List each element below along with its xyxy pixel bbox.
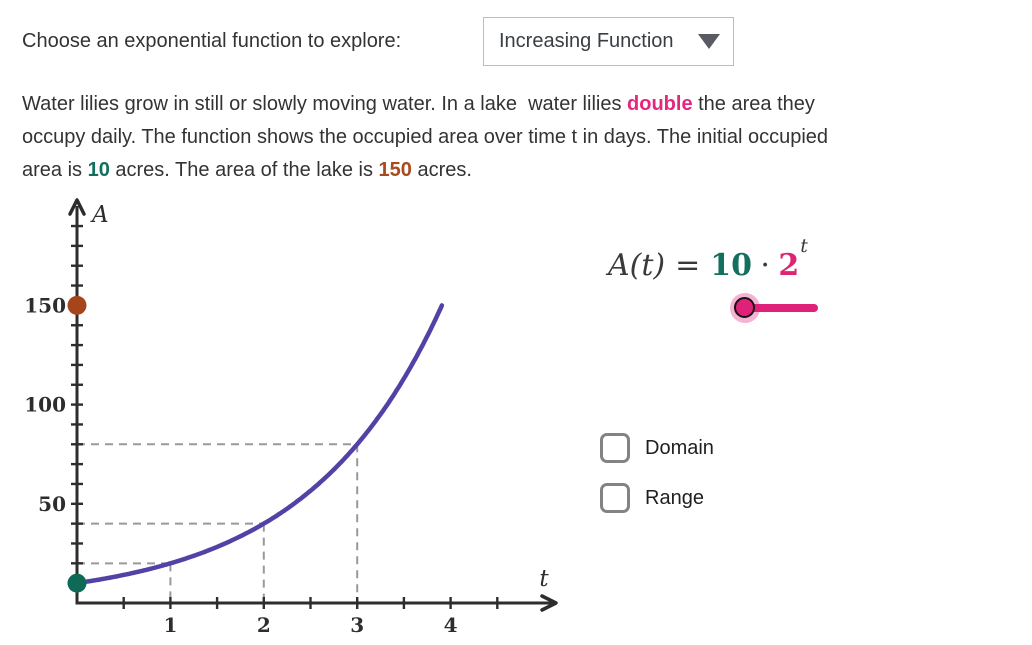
dropdown-prompt: Choose an exponential function to explor… [22, 30, 402, 52]
formula-base: 2 [778, 248, 800, 283]
domain-checkbox-label[interactable]: Domain [645, 436, 714, 459]
initial-area-point[interactable] [67, 573, 87, 593]
formula-exponent: t [800, 235, 808, 257]
formula-lhs: A(t) [608, 248, 666, 283]
x-tick-label: 1 [163, 613, 177, 637]
description-text: Water lilies grow in still or slowly mov… [22, 93, 628, 115]
highlight-lake-area: 150 [378, 159, 412, 181]
range-checkbox[interactable] [600, 483, 630, 513]
formula-coefficient: 10 [710, 248, 753, 283]
caret-down-icon [698, 34, 720, 49]
description-text: acres. [411, 159, 472, 181]
x-tick-label: 3 [350, 613, 364, 637]
x-tick-label: 4 [444, 613, 458, 637]
y-axis-label: A [90, 202, 109, 228]
dropdown-value: Increasing Function [499, 30, 674, 52]
slider-track[interactable] [746, 304, 818, 312]
exponential-curve[interactable] [74, 303, 445, 586]
description-text: acres. The area of the lake is [109, 159, 379, 181]
lake-area-point[interactable] [67, 295, 87, 315]
y-tick-label: 100 [24, 393, 66, 417]
domain-checkbox-row: Domain [600, 433, 714, 463]
highlight-initial-area: 10 [87, 159, 110, 181]
domain-checkbox[interactable] [600, 433, 630, 463]
x-axis-arrow-icon [540, 594, 558, 612]
function-graph[interactable]: 50 100 150 1 2 3 4 At [0, 192, 580, 645]
x-tick-label: 2 [257, 613, 271, 637]
x-axis-label: t [539, 566, 549, 592]
y-axis-arrow-icon [68, 198, 86, 216]
y-tick-label: 150 [24, 293, 66, 317]
highlight-double: double [627, 93, 693, 115]
formula-dot: ⋅ [760, 248, 771, 283]
y-tick-label: 50 [38, 492, 66, 516]
description-text: the area they occupy daily. The function… [22, 93, 829, 181]
problem-description: Water lilies grow in still or slowly mov… [22, 88, 1012, 187]
range-checkbox-label[interactable]: Range [645, 486, 704, 509]
formula-equals: = [675, 248, 701, 283]
slider-handle[interactable] [734, 297, 755, 318]
function-dropdown[interactable]: Increasing Function [483, 17, 734, 66]
range-checkbox-row: Range [600, 483, 704, 513]
function-formula: A(t) = 10 ⋅ 2t [608, 235, 808, 283]
